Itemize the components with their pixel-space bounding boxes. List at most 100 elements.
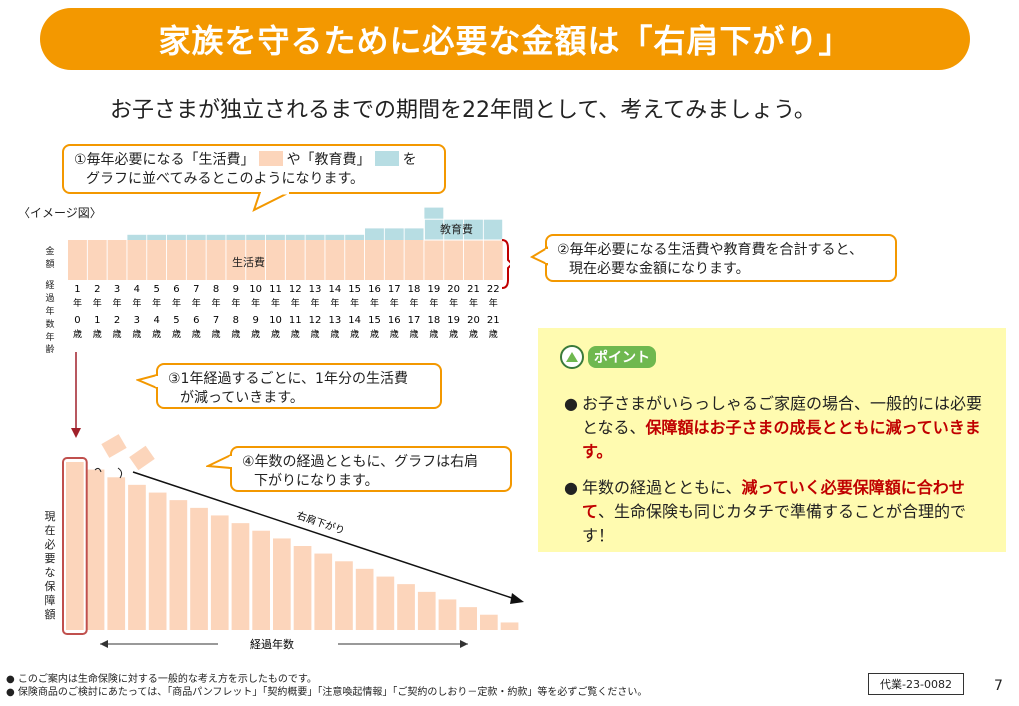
year-unit: 年 <box>291 297 300 309</box>
age-unit: 歳 <box>73 328 82 340</box>
xaxis-arrow-left <box>100 640 108 648</box>
age-unit: 歳 <box>429 328 438 340</box>
callout-1-text-b: や「教育費」 <box>286 152 371 168</box>
age-tick: 12 <box>309 315 322 326</box>
living-bar <box>325 240 345 280</box>
age-tick: 20 <box>467 315 480 326</box>
education-bar <box>345 234 365 240</box>
age-tick: 5 <box>173 315 179 326</box>
year-unit: 年 <box>311 297 320 309</box>
page-title: 家族を守るために必要な金額は「右肩下がり」 <box>40 8 970 70</box>
falling-piece-1 <box>101 434 127 458</box>
living-swatch <box>258 151 283 166</box>
svg-text:額: 額 <box>45 258 54 270</box>
trend-arrow-head <box>510 593 524 604</box>
age-tick: 14 <box>348 315 361 326</box>
year-unit: 年 <box>251 297 260 309</box>
point-badge-label: ポイント <box>588 346 656 368</box>
footnote-2: ● 保険商品のご検討にあたっては、「商品パンフレット」「契約概要」「注意喚起情報… <box>6 687 648 698</box>
year-tick: 10 <box>249 284 262 295</box>
living-bar <box>127 240 147 280</box>
year-tick: 11 <box>269 284 282 295</box>
year-tick: 7 <box>193 284 199 295</box>
svg-text:年: 年 <box>45 305 54 317</box>
education-bar <box>246 234 266 240</box>
age-tick: 7 <box>213 315 219 326</box>
age-unit: 歳 <box>251 328 260 340</box>
coverage-bar <box>148 492 167 630</box>
age-tick: 6 <box>193 315 199 326</box>
age-tick: 10 <box>269 315 282 326</box>
year-unit: 年 <box>429 297 438 309</box>
education-bar <box>206 234 226 240</box>
year-tick: 22 <box>487 284 500 295</box>
age-tick: 21 <box>487 315 500 326</box>
age-tick: 17 <box>408 315 421 326</box>
current-coverage-highlight <box>62 457 88 635</box>
education-bar <box>424 207 444 240</box>
point-box: ポイント ● お子さまがいらっしゃるご家庭の場合、一般的には必要となる、保障額は… <box>538 328 1006 552</box>
top-chart-ylabel: 金額 <box>45 245 54 270</box>
year-tick: 5 <box>153 284 159 295</box>
living-bar <box>68 240 87 280</box>
age-unit: 歳 <box>93 328 102 340</box>
living-bar <box>444 240 464 280</box>
age-unit: 歳 <box>390 328 399 340</box>
year-tick: 17 <box>388 284 401 295</box>
year-tick: 19 <box>427 284 440 295</box>
age-unit: 歳 <box>132 328 141 340</box>
education-bar <box>404 228 424 240</box>
year-tick: 9 <box>233 284 239 295</box>
age-unit: 歳 <box>449 328 458 340</box>
age-unit: 歳 <box>192 328 201 340</box>
callout-4: ④年数の経過とともに、グラフは右肩 下がりになります。 <box>230 446 512 492</box>
year-unit: 年 <box>350 297 359 309</box>
living-bar <box>107 240 127 280</box>
year-tick: 2 <box>94 284 100 295</box>
point-item-2: ● 年数の経過とともに、減っていく必要保障額に合わせて、生命保険も同じカタチで準… <box>564 478 967 545</box>
coverage-bar <box>293 546 312 630</box>
living-label: 生活費 <box>232 255 265 269</box>
coverage-bar <box>190 507 208 630</box>
education-bar <box>464 219 483 240</box>
svg-text:必: 必 <box>45 538 56 551</box>
coverage-bar <box>500 622 519 630</box>
coverage-bar <box>459 607 477 630</box>
year-tick: 12 <box>289 284 302 295</box>
year-unit: 年 <box>132 297 141 309</box>
coverage-bar <box>210 515 229 630</box>
callout-3-tail <box>136 373 158 390</box>
living-bar <box>365 240 384 280</box>
years-axis-label: 経過年数 <box>45 279 54 330</box>
point-item-1-text: お子さまがいらっしゃるご家庭の場合、一般的には必要となる、 <box>582 394 983 437</box>
living-bar <box>384 240 404 280</box>
year-tick: 4 <box>134 284 140 295</box>
callout-1-text-a: ①毎年必要になる「生活費」 <box>74 152 255 168</box>
falling-piece-2 <box>129 445 155 471</box>
education-bar <box>305 234 325 240</box>
svg-text:要: 要 <box>45 552 56 565</box>
living-bar <box>266 240 285 280</box>
age-unit: 歳 <box>370 328 379 340</box>
year-unit: 年 <box>330 297 339 309</box>
year-unit: 年 <box>73 297 82 309</box>
svg-text:現: 現 <box>45 510 56 523</box>
year-unit: 年 <box>93 297 102 309</box>
living-bar <box>305 240 325 280</box>
svg-text:な: な <box>45 566 56 579</box>
sum-bracket <box>501 239 510 289</box>
age-tick: 9 <box>252 315 258 326</box>
stacked-bar-chart: 1 年 0 歳 2 年 1 歳 3 年 2 歳 4 年 3 歳 5 年 4 歳 6 年 5 歳 7 年 6 歳 8 年 7 歳 9 年 8 歳 10 年 9… <box>45 207 510 355</box>
year-unit: 年 <box>212 297 221 309</box>
living-bar <box>186 240 206 280</box>
coverage-bar <box>107 477 126 630</box>
year-unit: 年 <box>231 297 240 309</box>
year-tick: 16 <box>368 284 381 295</box>
age-unit: 歳 <box>231 328 240 340</box>
coverage-bar <box>335 561 353 630</box>
coverage-bar <box>169 500 188 630</box>
callout-1: ①毎年必要になる「生活費」 や「教育費」 を グラフに並べてみるとこのようになります… <box>62 144 446 194</box>
coverage-bar <box>252 530 270 630</box>
coverage-bar <box>397 584 415 630</box>
